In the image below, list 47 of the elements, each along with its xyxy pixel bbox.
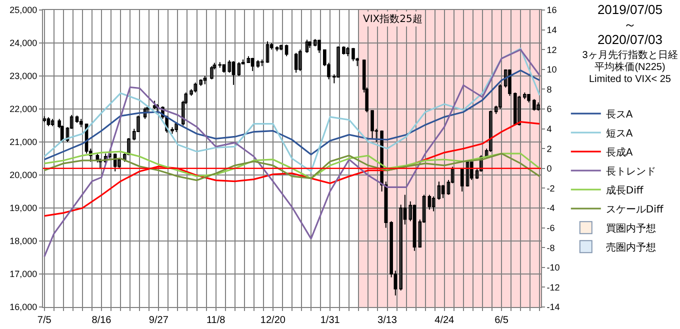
y-tick-label: 19,000 (10, 203, 38, 214)
x-tick-label: 4/24 (434, 315, 455, 326)
y2-tick-label: -14 (546, 302, 560, 312)
y2-tick-label: 10 (546, 64, 557, 75)
y2-tick-label: 4 (546, 124, 552, 134)
legend-label: 売圏内予想 (606, 242, 656, 254)
y2-tick-label: -12 (546, 282, 560, 292)
legend-label: 買圏内予想 (606, 222, 656, 234)
y2-tick-label: -10 (546, 262, 560, 273)
y-tick-label: 23,000 (10, 71, 38, 82)
y-tick-label: 24,000 (10, 38, 38, 48)
legend-label: 成長Diff (606, 184, 644, 196)
legend-label: 長成A (606, 146, 633, 158)
y-tick-label: 21,000 (10, 137, 38, 148)
x-tick-label: 3/13 (378, 315, 398, 326)
y2-tick-label: 14 (546, 24, 557, 35)
y-tick-label: 18,000 (10, 236, 38, 246)
legend-label: 長トレンド (606, 166, 656, 178)
y2-tick-label: -2 (546, 183, 555, 194)
y-tick-label: 22,000 (10, 104, 38, 114)
legend-label: 短スA (606, 128, 633, 140)
y2-tick-label: 12 (546, 44, 557, 55)
y-tick-label: 16,000 (10, 302, 38, 312)
y-tick-label: 20,000 (10, 170, 38, 180)
y2-tick-label: 8 (546, 84, 552, 94)
legend-label: スケールDiff (606, 204, 664, 216)
x-tick-label: 7/5 (37, 315, 52, 326)
y2-tick-label: 0 (546, 164, 552, 174)
y-tick-label: 25,000 (10, 5, 38, 16)
legend-label: 長スA (606, 110, 633, 120)
x-tick-label: 6/5 (494, 315, 509, 326)
y2-tick-label: 16 (546, 5, 557, 16)
candlestick (170, 126, 174, 134)
x-tick-label: 1/31 (320, 315, 340, 326)
x-tick-label: 8/16 (92, 315, 112, 326)
x-tick-label: 12/20 (260, 315, 286, 326)
y2-tick-label: 6 (546, 104, 552, 114)
text: 2019/07/05 ～ 2020/07/03 (596, 2, 664, 47)
x-tick-label: 9/27 (148, 315, 169, 326)
x-tick-label: 11/8 (206, 315, 226, 326)
y2-tick-label: 2 (546, 144, 552, 154)
text: 3ヶ月先行指数と日経平均株価(N225) Limited to VIX< 25 (581, 50, 679, 86)
y-tick-label: 17,000 (10, 269, 38, 280)
y2-tick-label: -6 (546, 222, 555, 233)
band-label: VIX指数25超 (363, 13, 422, 25)
y2-tick-label: -8 (546, 242, 555, 253)
y2-tick-label: -4 (546, 203, 555, 214)
